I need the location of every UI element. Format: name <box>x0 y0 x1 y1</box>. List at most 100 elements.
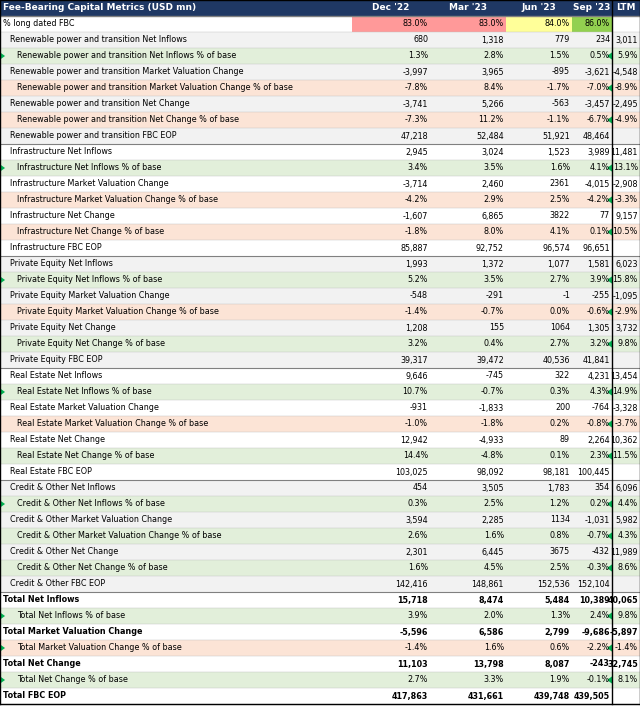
Text: 83.0%: 83.0% <box>403 19 428 29</box>
Text: 15,718: 15,718 <box>397 596 428 604</box>
Text: 9.8%: 9.8% <box>618 611 638 621</box>
Text: -0.8%: -0.8% <box>587 420 610 428</box>
Bar <box>0 32 640 48</box>
Polygon shape <box>0 276 5 283</box>
Polygon shape <box>607 452 612 459</box>
Text: 1.2%: 1.2% <box>550 500 570 508</box>
Text: 10.7%: 10.7% <box>403 387 428 397</box>
Text: 152,104: 152,104 <box>577 580 610 588</box>
Text: -1,833: -1,833 <box>479 404 504 412</box>
Text: 6,865: 6,865 <box>481 211 504 221</box>
Text: -4,933: -4,933 <box>479 435 504 445</box>
Text: 84.0%: 84.0% <box>545 19 570 29</box>
Polygon shape <box>607 676 612 684</box>
Bar <box>0 160 640 176</box>
Text: Mar '23: Mar '23 <box>449 4 487 12</box>
Text: Credit & Other Market Valuation Change % of base: Credit & Other Market Valuation Change %… <box>17 531 221 541</box>
Text: 41,841: 41,841 <box>582 355 610 365</box>
Bar <box>0 688 640 704</box>
Text: 680: 680 <box>413 35 428 45</box>
Text: -931: -931 <box>410 404 428 412</box>
Bar <box>0 352 640 368</box>
Text: Private Equity Market Valuation Change: Private Equity Market Valuation Change <box>10 291 170 301</box>
Text: 2,301: 2,301 <box>406 547 428 557</box>
Bar <box>0 560 640 576</box>
Text: 9,157: 9,157 <box>615 211 638 221</box>
Text: 6,023: 6,023 <box>616 260 638 268</box>
Bar <box>0 656 640 672</box>
Text: 1,305: 1,305 <box>588 324 610 332</box>
Text: 1.6%: 1.6% <box>484 644 504 653</box>
Text: Credit & Other Net Inflows: Credit & Other Net Inflows <box>10 484 115 492</box>
Bar <box>0 400 640 416</box>
Text: 14.4%: 14.4% <box>403 451 428 461</box>
Polygon shape <box>0 645 5 652</box>
Text: Renewable power and transition Net Change: Renewable power and transition Net Chang… <box>10 99 189 108</box>
Text: 439,505: 439,505 <box>574 691 610 701</box>
Bar <box>0 16 640 32</box>
Bar <box>0 48 640 64</box>
Bar <box>0 464 640 480</box>
Text: 6,586: 6,586 <box>479 627 504 637</box>
Text: -3,714: -3,714 <box>403 180 428 188</box>
Text: -1.4%: -1.4% <box>405 307 428 317</box>
Text: Infrastructure Net Change % of base: Infrastructure Net Change % of base <box>17 228 164 236</box>
Text: 4.5%: 4.5% <box>484 564 504 572</box>
Text: 52,484: 52,484 <box>476 131 504 141</box>
Text: 1,523: 1,523 <box>547 148 570 156</box>
Text: -3.3%: -3.3% <box>615 195 638 205</box>
Text: 2.7%: 2.7% <box>550 275 570 285</box>
Text: 32,745: 32,745 <box>607 660 638 668</box>
Text: 98,181: 98,181 <box>543 467 570 477</box>
Text: 5,484: 5,484 <box>545 596 570 604</box>
Polygon shape <box>607 196 612 203</box>
Text: 11,989: 11,989 <box>611 547 638 557</box>
Polygon shape <box>607 276 612 283</box>
Text: Credit & Other Net Change % of base: Credit & Other Net Change % of base <box>17 564 168 572</box>
Text: 2,460: 2,460 <box>481 180 504 188</box>
Text: 12,942: 12,942 <box>400 435 428 445</box>
Text: -1.7%: -1.7% <box>547 84 570 92</box>
Bar <box>0 528 640 544</box>
Text: Infrastructure Net Change: Infrastructure Net Change <box>10 211 115 221</box>
Text: 3,024: 3,024 <box>481 148 504 156</box>
Text: Infrastructure Market Valuation Change: Infrastructure Market Valuation Change <box>10 180 168 188</box>
Text: 1,318: 1,318 <box>482 35 504 45</box>
Text: 48,464: 48,464 <box>582 131 610 141</box>
Text: 3,011: 3,011 <box>616 35 638 45</box>
Polygon shape <box>0 500 5 508</box>
Text: 200: 200 <box>555 404 570 412</box>
Text: 779: 779 <box>555 35 570 45</box>
Text: 0.3%: 0.3% <box>550 387 570 397</box>
Bar <box>430 16 506 32</box>
Text: 1,208: 1,208 <box>406 324 428 332</box>
Text: 6,445: 6,445 <box>481 547 504 557</box>
Text: -1.4%: -1.4% <box>405 644 428 653</box>
Bar <box>0 336 640 352</box>
Text: 39,472: 39,472 <box>476 355 504 365</box>
Text: 2,264: 2,264 <box>588 435 610 445</box>
Text: -1.8%: -1.8% <box>481 420 504 428</box>
Text: Infrastructure Market Valuation Change % of base: Infrastructure Market Valuation Change %… <box>17 195 218 205</box>
Text: 1.3%: 1.3% <box>550 611 570 621</box>
Text: Total Market Valuation Change % of base: Total Market Valuation Change % of base <box>17 644 182 653</box>
Bar <box>0 384 640 400</box>
Bar <box>0 480 640 496</box>
Polygon shape <box>0 612 5 619</box>
Text: 2.0%: 2.0% <box>484 611 504 621</box>
Text: -432: -432 <box>592 547 610 557</box>
Text: 354: 354 <box>595 484 610 492</box>
Polygon shape <box>607 340 612 348</box>
Text: Renewable power and transition Net Change % of base: Renewable power and transition Net Chang… <box>17 115 239 125</box>
Bar <box>0 512 640 528</box>
Text: -745: -745 <box>486 371 504 381</box>
Text: -1.4%: -1.4% <box>615 644 638 653</box>
Bar <box>0 608 640 624</box>
Text: Jun '23: Jun '23 <box>522 4 556 12</box>
Text: -0.7%: -0.7% <box>481 387 504 397</box>
Text: 322: 322 <box>555 371 570 381</box>
Text: % long dated FBC: % long dated FBC <box>3 19 74 29</box>
Text: Real Estate Net Change: Real Estate Net Change <box>10 435 105 445</box>
Text: 1134: 1134 <box>550 516 570 524</box>
Text: 142,416: 142,416 <box>396 580 428 588</box>
